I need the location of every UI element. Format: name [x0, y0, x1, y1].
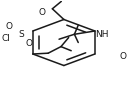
Text: O: O [26, 39, 33, 48]
Text: O: O [39, 8, 46, 17]
Text: O: O [5, 22, 12, 31]
Text: S: S [19, 30, 24, 39]
Text: NH: NH [95, 30, 109, 39]
Text: O: O [119, 52, 126, 61]
Text: Cl: Cl [2, 34, 11, 43]
